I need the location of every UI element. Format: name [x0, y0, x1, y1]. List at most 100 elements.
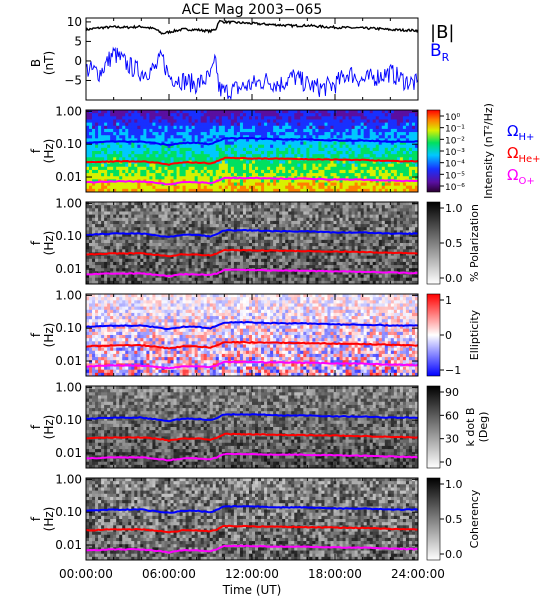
spectrogram-cell: [282, 224, 286, 228]
spectrogram-cell: [179, 208, 183, 212]
spectrogram-cell: [86, 239, 90, 244]
spectrogram-cell: [101, 113, 105, 117]
spectrogram-cell: [291, 119, 295, 124]
spectrogram-cell: [110, 182, 114, 187]
spectrogram-cell: [306, 220, 310, 225]
spectrogram-cell: [149, 224, 153, 228]
spectrogram-cell: [230, 217, 235, 222]
spectrogram-cell: [402, 132, 407, 136]
spectrogram-cell: [122, 154, 126, 158]
spectrogram-cell: [261, 230, 265, 234]
spectrogram-cell: [206, 214, 211, 219]
spectrogram-cell: [264, 220, 268, 225]
spectrogram-cell: [345, 220, 349, 225]
spectrogram-cell: [245, 188, 250, 193]
spectrogram-cell: [197, 176, 202, 180]
spectrogram-cell: [89, 132, 93, 136]
spectrogram-cell: [396, 220, 401, 225]
spectrogram-cell: [101, 138, 105, 142]
spectrogram-cell: [336, 151, 340, 155]
spectrogram-cell: [137, 116, 141, 120]
spectrogram-cell: [131, 128, 135, 133]
spectrogram-cell: [218, 119, 223, 124]
spectrogram-cell: [176, 188, 180, 193]
spectrogram-cell: [255, 182, 259, 187]
spectrogram-cell: [248, 166, 253, 171]
spectrogram-cell: [137, 122, 141, 127]
spectrogram-cell: [273, 132, 277, 136]
spectrogram-cell: [360, 220, 365, 225]
spectrogram-cell: [125, 230, 129, 234]
spectrogram-cell: [405, 151, 410, 155]
figure-title: ACE Mag 2003−065: [182, 2, 322, 18]
spectrogram-cell: [366, 185, 371, 190]
spectrogram-cell: [236, 246, 241, 250]
spectrogram-cell: [324, 185, 328, 190]
spectrogram-cell: [149, 230, 153, 234]
spectrogram-cell: [164, 208, 168, 212]
spectrogram-cell: [179, 246, 183, 250]
spectrogram-cell: [342, 205, 346, 209]
spectrogram-cell: [327, 144, 331, 149]
spectrogram-cell: [330, 113, 334, 117]
spectrogram-cell: [242, 138, 247, 142]
spectrogram-cell: [173, 113, 177, 117]
spectrogram-cell: [164, 179, 168, 183]
spectrogram-cell: [212, 188, 217, 193]
spectrogram-cell: [182, 227, 186, 231]
spectrogram-cell: [372, 128, 377, 133]
spectrogram-cell: [345, 147, 349, 152]
spectrogram-cell: [152, 236, 156, 241]
spectrogram-cell: [110, 176, 114, 180]
spectrogram-cell: [303, 217, 307, 222]
spectrogram-cell: [306, 224, 310, 228]
spectrogram-cell: [98, 182, 102, 187]
spectrogram-cell: [245, 217, 250, 222]
spectrogram-cell: [387, 249, 392, 253]
spectrogram-cell: [294, 125, 298, 130]
spectrogram-cell: [125, 188, 129, 193]
spectrogram-cell: [188, 144, 193, 149]
spectrogram-cell: [294, 246, 298, 250]
spectrogram-cell: [206, 154, 211, 158]
spectrogram-cell: [282, 230, 286, 234]
spectrogram-cell: [143, 255, 147, 260]
spectrogram-cell: [86, 224, 90, 228]
spectrogram-cell: [233, 119, 238, 124]
spectrogram-cell: [411, 113, 416, 117]
spectrogram-cell: [366, 182, 371, 187]
spectrogram-cell: [140, 157, 144, 161]
spectrogram-cell: [179, 202, 183, 206]
spectrogram-cell: [294, 182, 298, 187]
spectrogram-cell: [161, 227, 165, 231]
colorbar-tick-label: 10⁻²: [445, 136, 465, 146]
spectrogram-cell: [261, 252, 265, 257]
spectrogram-cell: [212, 173, 217, 177]
spectrogram-cell: [366, 214, 371, 219]
spectrogram-cell: [318, 110, 322, 114]
spectrogram-cell: [351, 233, 356, 238]
spectrogram-cell: [294, 243, 298, 247]
spectrogram-cell: [209, 151, 214, 155]
spectrogram-cell: [294, 252, 298, 257]
spectrogram-cell: [330, 205, 334, 209]
spectrogram-cell: [294, 141, 298, 146]
spectrogram-cell: [324, 205, 328, 209]
spectrogram-cell: [215, 217, 220, 222]
spectrogram-cell: [149, 113, 153, 117]
spectrogram-cell: [330, 132, 334, 136]
spectrogram-cell: [161, 163, 165, 168]
spectrogram-cell: [315, 176, 319, 180]
spectrogram-cell: [233, 160, 238, 165]
spectrogram-cell: [273, 236, 277, 241]
spectrogram-cell: [212, 211, 217, 216]
gyro-legend-symbol: Ω: [507, 144, 518, 162]
spectrogram-cell: [233, 110, 238, 114]
spectrogram-cell: [267, 211, 271, 216]
spectrogram-cell: [306, 122, 310, 127]
spectrogram-cell: [215, 110, 220, 114]
spectrogram-cell: [236, 169, 241, 174]
spectrogram-cell: [270, 202, 274, 206]
spectrogram-cell: [396, 119, 401, 124]
spectrogram-cell: [227, 169, 232, 174]
